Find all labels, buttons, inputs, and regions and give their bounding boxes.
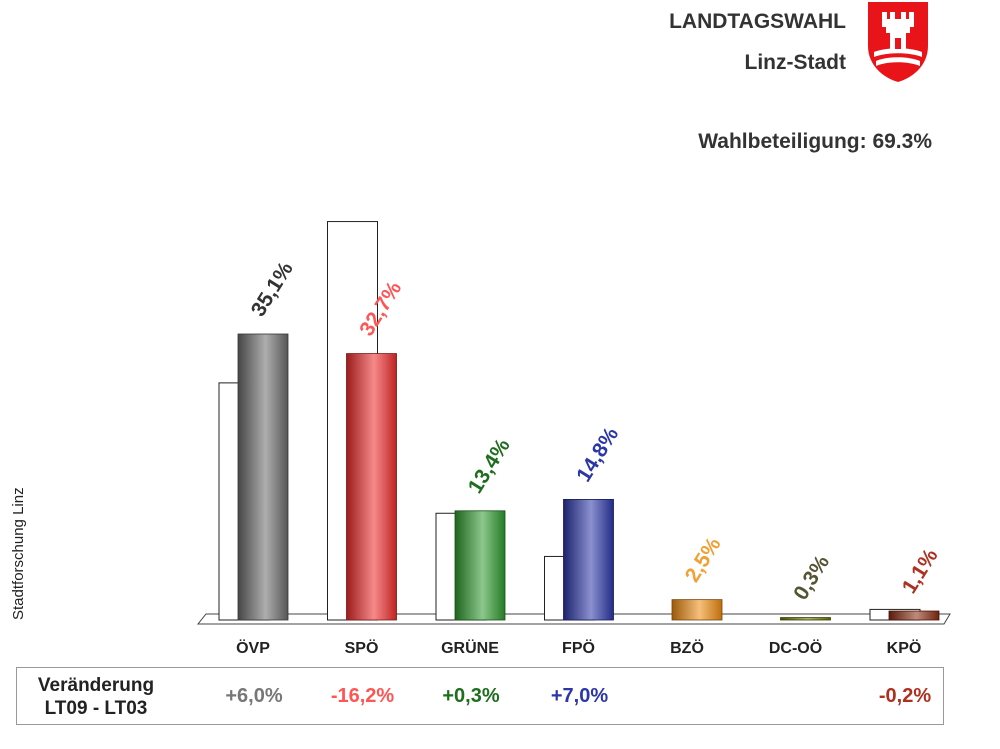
- value-label-fpö: 14,8%: [572, 423, 623, 486]
- change-title-line1: Veränderung: [37, 675, 155, 696]
- value-label-övp: 35,1%: [247, 258, 298, 321]
- bar-övp: [237, 333, 289, 621]
- change-value-grüne: +0,3%: [442, 685, 500, 707]
- change-value-kpö: -0,2%: [878, 685, 932, 707]
- change-value-övp: +6,0%: [225, 685, 283, 707]
- change-table: Veränderung LT09 - LT03 +6,0% -16,2% +0,3%…: [16, 667, 944, 725]
- change-value-fpö: +7,0%: [550, 685, 609, 707]
- district-name: Linz-Stadt: [744, 51, 846, 74]
- change-title: Veränderung LT09 - LT03: [21, 674, 171, 720]
- bar-grüne: [454, 510, 506, 621]
- change-value-spö: -16,2%: [330, 685, 395, 707]
- category-label-övp: ÖVP: [236, 638, 270, 657]
- category-label-kpö: KPÖ: [887, 638, 922, 657]
- bar-bzö: [671, 599, 723, 621]
- category-label-spö: SPÖ: [345, 638, 379, 657]
- vote-share-bar-chart: 35,1% 32,7%13,4% 14,8%2,5% 0,3% 1,1% ÖVP SPÖ G…: [196, 221, 951, 657]
- bar-spö: [346, 353, 397, 621]
- turnout-label: Wahlbeteiligung: 69.3%: [698, 130, 932, 153]
- bar-fpö: [563, 499, 614, 621]
- bar-dc-oö: [780, 617, 831, 621]
- value-label-bzö: 2,5%: [681, 533, 726, 586]
- category-label-bzö: BZÖ: [670, 638, 704, 657]
- election-title: LANDTAGSWAHL: [669, 10, 846, 33]
- change-title-line2: LT09 - LT03: [44, 698, 148, 719]
- bar-kpö: [888, 610, 940, 621]
- value-label-dc-oö: 0,3%: [789, 551, 834, 604]
- category-label-grüne: GRÜNE: [441, 638, 499, 657]
- value-label-kpö: 1,1%: [898, 545, 943, 598]
- value-label-grüne: 13,4%: [464, 435, 515, 498]
- category-label-dc-oö: DC-OÖ: [769, 638, 822, 657]
- category-label-fpö: FPÖ: [562, 638, 595, 657]
- linz-coat-of-arms-icon: [868, 2, 928, 82]
